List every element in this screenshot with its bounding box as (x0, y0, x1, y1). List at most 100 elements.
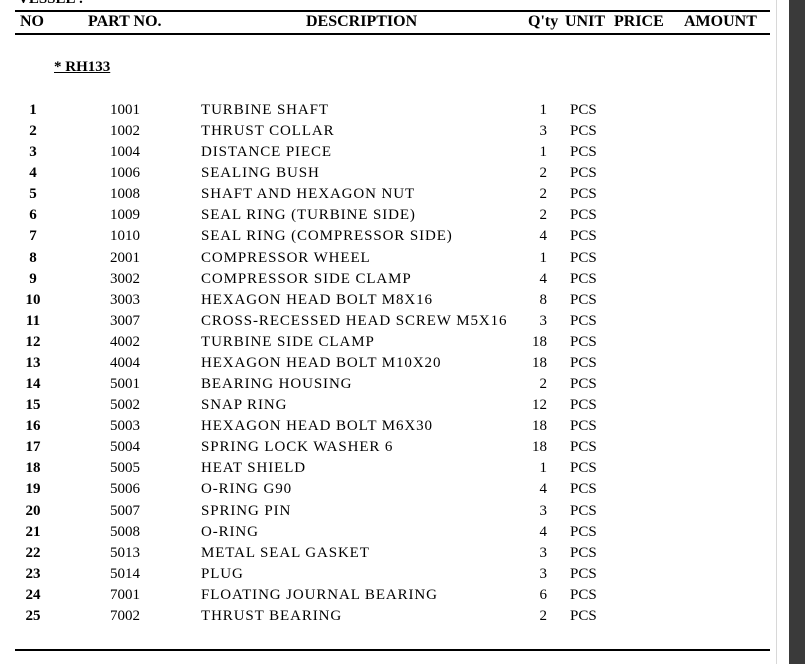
column-header: NO (20, 13, 44, 30)
unit: PCS (570, 144, 597, 161)
description: SHAFT AND HEXAGON NUT (201, 186, 416, 203)
unit: PCS (570, 291, 597, 308)
unit: PCS (570, 523, 597, 540)
row-no: 21 (25, 523, 41, 540)
group-label: * RH133 (54, 59, 111, 75)
unit: PCS (570, 460, 597, 477)
unit: PCS (570, 165, 597, 182)
part-no: 5008 (110, 523, 140, 540)
part-no: 2001 (110, 249, 140, 266)
row-no: 4 (29, 165, 37, 182)
quantity: 1 (539, 249, 548, 266)
unit: PCS (570, 249, 597, 266)
description: TURBINE SIDE CLAMP (201, 333, 375, 350)
quantity: 8 (539, 291, 548, 308)
unit: PCS (570, 565, 597, 582)
description: HEXAGON HEAD BOLT M10X20 (201, 354, 442, 371)
description: FLOATING JOURNAL BEARING (201, 586, 438, 603)
row-no: 11 (25, 312, 41, 329)
row-no: 18 (25, 460, 41, 477)
row-no: 1 (29, 102, 37, 118)
rule (15, 649, 770, 651)
unit: PCS (570, 397, 597, 414)
row-no: 15 (25, 397, 41, 414)
row-no: 13 (25, 354, 41, 371)
row-no: 24 (25, 586, 41, 603)
quantity: 4 (539, 228, 548, 245)
quantity: 4 (539, 481, 548, 498)
row-no: 10 (25, 291, 41, 308)
description: TURBINE SHAFT (201, 102, 329, 118)
vessel-label: VESSEL : (18, 0, 83, 8)
part-no: 5001 (110, 376, 140, 393)
row-no: 5 (29, 186, 37, 203)
row-no: 19 (25, 481, 41, 498)
unit: PCS (570, 418, 597, 435)
description: HEXAGON HEAD BOLT M8X16 (201, 291, 433, 308)
description: HEAT SHIELD (201, 460, 307, 477)
part-no: 1008 (110, 186, 140, 203)
row-no: 7 (29, 228, 37, 245)
column-header: Q'ty (528, 13, 559, 30)
description: SPRING LOCK WASHER 6 (201, 439, 394, 456)
part-no: 5002 (110, 397, 140, 414)
part-no: 1004 (110, 144, 140, 161)
quantity: 3 (539, 565, 548, 582)
part-no: 4002 (110, 333, 140, 350)
part-no: 3007 (110, 312, 140, 329)
description: METAL SEAL GASKET (201, 544, 370, 561)
quantity: 3 (539, 544, 548, 561)
quantity: 18 (532, 439, 547, 456)
part-no: 7001 (110, 586, 140, 603)
row-no: 25 (25, 607, 41, 624)
part-no: 1002 (110, 123, 140, 140)
description: SEAL RING (COMPRESSOR SIDE) (201, 228, 453, 245)
row-no: 12 (25, 333, 41, 350)
row-no: 8 (29, 249, 37, 266)
description: CROSS-RECESSED HEAD SCREW M5X16 (201, 312, 508, 329)
scrollbar (789, 0, 805, 664)
quantity: 4 (539, 523, 548, 540)
part-no: 1006 (110, 165, 140, 182)
quantity: 3 (539, 123, 548, 140)
unit: PCS (570, 376, 597, 393)
unit: PCS (570, 586, 597, 603)
unit: PCS (570, 439, 597, 456)
description: HEXAGON HEAD BOLT M6X30 (201, 418, 433, 435)
rule (15, 10, 770, 12)
part-no: 1010 (110, 228, 140, 245)
description: DISTANCE PIECE (201, 144, 332, 161)
unit: PCS (570, 102, 597, 118)
description: COMPRESSOR WHEEL (201, 249, 371, 266)
description: THRUST COLLAR (201, 123, 335, 140)
description: SEAL RING (TURBINE SIDE) (201, 207, 416, 224)
column-header: UNIT (565, 13, 606, 30)
quantity: 3 (539, 502, 548, 519)
row-no: 2 (29, 123, 37, 140)
quantity: 18 (532, 354, 547, 371)
quantity: 1 (539, 460, 548, 477)
unit: PCS (570, 207, 597, 224)
unit: PCS (570, 502, 597, 519)
column-header: PRICE (614, 13, 664, 30)
column-header: DESCRIPTION (306, 13, 418, 30)
unit: PCS (570, 607, 597, 624)
description: SPRING PIN (201, 502, 292, 519)
quantity: 2 (539, 186, 548, 203)
part-no: 5003 (110, 418, 140, 435)
description: O-RING G90 (201, 481, 293, 498)
unit: PCS (570, 481, 597, 498)
row-no: 20 (25, 502, 41, 519)
part-no: 1009 (110, 207, 140, 224)
part-no: 5006 (110, 481, 140, 498)
part-no: 5004 (110, 439, 140, 456)
description: COMPRESSOR SIDE CLAMP (201, 270, 412, 287)
unit: PCS (570, 123, 597, 140)
quantity: 2 (539, 165, 548, 182)
quantity: 18 (532, 333, 547, 350)
unit: PCS (570, 333, 597, 350)
column-header: AMOUNT (684, 13, 757, 30)
part-no: 1001 (110, 102, 140, 118)
part-no: 5005 (110, 460, 140, 477)
